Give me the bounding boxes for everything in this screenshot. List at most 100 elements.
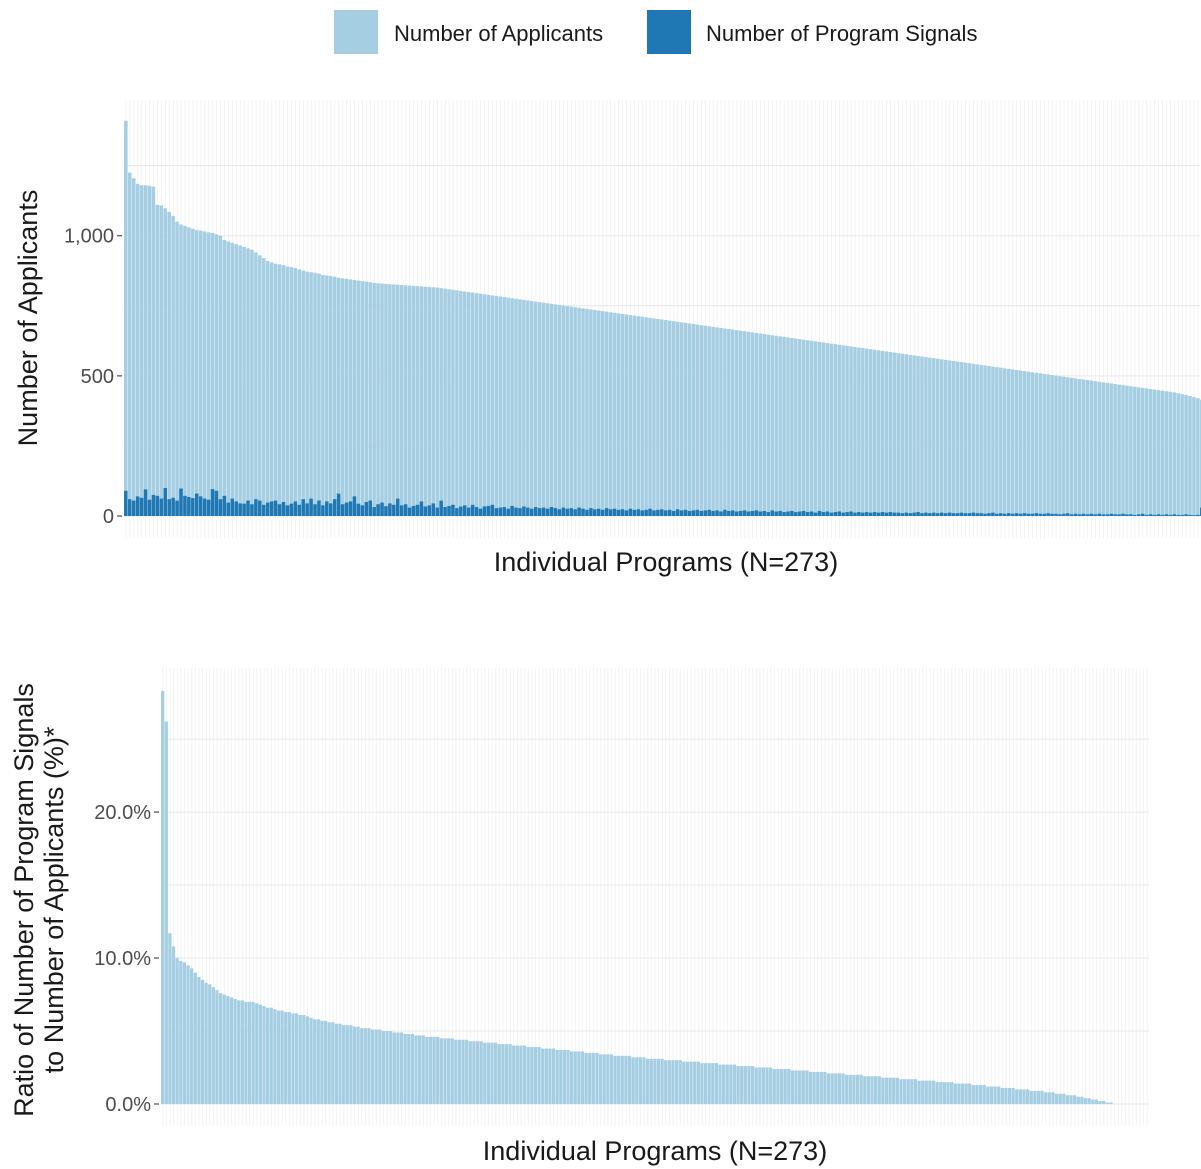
signals-bar bbox=[1066, 513, 1070, 516]
applicants-bar bbox=[734, 330, 739, 516]
ratio-bar bbox=[182, 962, 187, 1104]
signals-bar bbox=[600, 509, 605, 516]
applicants-bar bbox=[1133, 386, 1137, 516]
ratio-bar bbox=[302, 1014, 306, 1104]
signals-bar bbox=[648, 508, 652, 516]
applicants-bar bbox=[908, 354, 912, 516]
applicants-bar bbox=[608, 312, 613, 516]
applicants-bar bbox=[813, 341, 818, 516]
ratio-bar bbox=[1058, 1093, 1062, 1104]
signals-bar bbox=[987, 513, 991, 516]
ratio-bar bbox=[570, 1051, 574, 1104]
ratio-bar bbox=[1102, 1101, 1106, 1104]
signals-bar bbox=[321, 505, 325, 516]
signals-bar bbox=[486, 505, 491, 516]
ratio-bar bbox=[1083, 1098, 1088, 1104]
applicants-bar bbox=[943, 359, 948, 516]
signals-bar bbox=[766, 512, 771, 516]
signals-bar bbox=[1172, 514, 1177, 516]
signals-bar bbox=[344, 502, 349, 516]
signals-bar bbox=[1180, 514, 1184, 516]
signals-bar bbox=[1026, 513, 1031, 516]
ratio-bar bbox=[479, 1041, 483, 1104]
signals-bar bbox=[991, 512, 995, 516]
signals-bar bbox=[1192, 515, 1196, 516]
applicants-bar bbox=[388, 284, 392, 516]
signals-bar bbox=[1129, 514, 1133, 516]
applicants-bar bbox=[1022, 371, 1027, 516]
applicants-bar bbox=[1081, 379, 1086, 516]
signals-bar bbox=[1168, 514, 1173, 516]
signals-bar bbox=[900, 513, 905, 516]
applicants-bar bbox=[1058, 376, 1062, 516]
signals-bar bbox=[727, 510, 731, 516]
signals-bar bbox=[1010, 513, 1015, 516]
ratio-bar bbox=[906, 1079, 910, 1104]
ratio-bar bbox=[874, 1076, 878, 1104]
signals-bar bbox=[1054, 513, 1058, 516]
signals-bar bbox=[301, 499, 305, 516]
ratio-bar bbox=[855, 1074, 860, 1104]
applicants-bar bbox=[392, 284, 396, 516]
applicants-bar bbox=[533, 301, 538, 516]
signals-bar bbox=[632, 509, 637, 516]
signals-bar bbox=[904, 512, 908, 516]
applicants-bar bbox=[297, 269, 302, 516]
applicants-bar bbox=[466, 292, 471, 516]
ratio-bar bbox=[323, 1020, 328, 1104]
signals-bar bbox=[1160, 514, 1165, 516]
applicants-bar bbox=[451, 289, 455, 516]
applicants-bar bbox=[1125, 385, 1129, 516]
signals-bar bbox=[1006, 513, 1011, 516]
ratio-bar bbox=[783, 1068, 787, 1104]
applicants-bar bbox=[431, 287, 436, 516]
signals-bar bbox=[242, 503, 246, 516]
ratio-bar bbox=[309, 1017, 313, 1104]
signals-bar bbox=[656, 509, 660, 516]
ratio-bar bbox=[1098, 1101, 1102, 1104]
signals-bar bbox=[518, 508, 522, 516]
ratio-bar bbox=[327, 1022, 331, 1104]
ratio-bar bbox=[342, 1025, 346, 1104]
ratio-bar bbox=[197, 977, 201, 1104]
applicants-bar bbox=[719, 327, 723, 516]
ratio-bar bbox=[461, 1039, 465, 1104]
applicants-bar bbox=[987, 366, 991, 516]
signals-bar bbox=[411, 505, 416, 516]
ratio-bar bbox=[750, 1066, 755, 1104]
ratio-bar bbox=[1044, 1092, 1048, 1104]
signals-bar bbox=[754, 510, 759, 516]
ratio-bar bbox=[913, 1079, 918, 1104]
ratio-bar bbox=[606, 1054, 610, 1104]
applicants-bar bbox=[1172, 392, 1177, 516]
ratio-bar bbox=[1022, 1089, 1026, 1104]
signals-bar bbox=[667, 509, 672, 516]
applicants-bar bbox=[340, 278, 345, 516]
signals-bar bbox=[498, 507, 503, 516]
ratio-bar bbox=[360, 1028, 364, 1104]
applicants-bar bbox=[269, 262, 274, 516]
ratio-bar bbox=[845, 1074, 849, 1104]
signals-bar bbox=[758, 511, 763, 516]
signals-bar bbox=[206, 499, 211, 516]
ratio-bar bbox=[1062, 1093, 1066, 1104]
applicants-bar bbox=[459, 290, 463, 516]
signals-bar bbox=[530, 508, 534, 516]
applicants-bar bbox=[786, 337, 790, 516]
ratio-bar bbox=[627, 1055, 632, 1104]
applicants-bar bbox=[1152, 389, 1157, 516]
ratio-bar bbox=[1087, 1098, 1091, 1104]
ratio-bar bbox=[186, 965, 190, 1104]
ratio-bar bbox=[247, 1001, 252, 1104]
ratio-bar bbox=[273, 1009, 277, 1104]
signals-bar bbox=[597, 508, 601, 516]
signals-bar bbox=[1176, 514, 1180, 516]
ratio-bar bbox=[396, 1032, 400, 1104]
ratio-bar bbox=[588, 1052, 592, 1104]
signals-bar bbox=[805, 512, 810, 516]
legend-swatch-applicants bbox=[334, 10, 378, 54]
applicants-bar bbox=[660, 319, 664, 516]
applicants-bar bbox=[285, 266, 290, 516]
ratio-bar bbox=[653, 1058, 657, 1104]
